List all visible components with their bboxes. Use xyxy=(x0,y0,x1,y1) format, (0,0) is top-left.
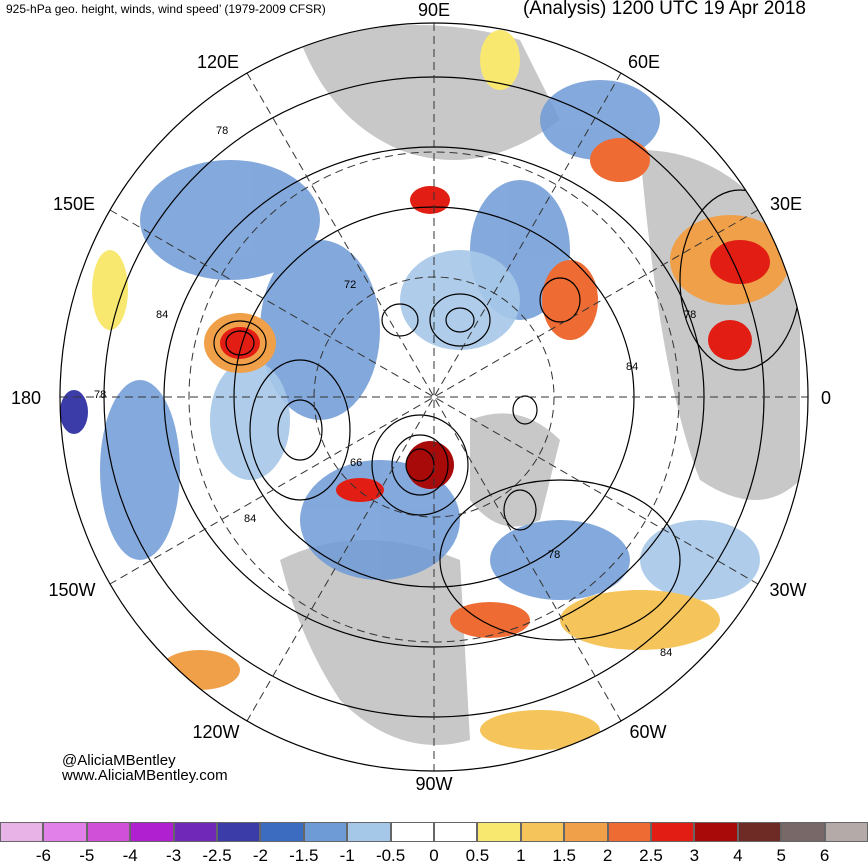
colorbar-tick-label: 5 xyxy=(776,846,786,865)
valid-time-title: (Analysis) 1200 UTC 19 Apr 2018 xyxy=(522,0,806,19)
colorbar-tick-label: 4 xyxy=(733,846,743,865)
product-title: 925-hPa geo. height, winds, wind speed’ … xyxy=(6,2,326,16)
graticule xyxy=(60,23,808,771)
lon-label-150w: 150W xyxy=(48,580,95,600)
polar-map: 72 78 84 66 84 78 84 78 84 78 90E 60E 30… xyxy=(11,0,831,794)
lon-label-90e: 90E xyxy=(418,0,450,20)
lon-label-150e: 150E xyxy=(53,194,95,214)
lon-label-30e: 30E xyxy=(770,194,802,214)
colorbar-swatch xyxy=(737,822,782,842)
colorbar-tick-label: -0.5 xyxy=(375,846,406,865)
contour-label: 78 xyxy=(548,549,560,561)
longitude-labels: 90E 60E 30E 0 30W 60W 90W 120W 150W 180 … xyxy=(11,0,831,794)
contour-label: 78 xyxy=(684,309,696,321)
colorbar-tick-label: 0.5 xyxy=(465,846,490,865)
colorbar-swatch xyxy=(694,822,738,842)
colorbar-swatch xyxy=(217,822,261,842)
colorbar-swatch xyxy=(303,822,348,842)
contour-label: 72 xyxy=(344,279,356,291)
colorbar-tick-label: 6 xyxy=(819,846,830,865)
colorbar-tick-label: -1.5 xyxy=(289,846,319,865)
colorbar-swatch xyxy=(130,822,174,842)
lon-label-180: 180 xyxy=(11,388,41,408)
deep-negative-shading xyxy=(60,390,88,434)
colorbar-tick-label: 1 xyxy=(516,846,526,865)
colorbar-swatch xyxy=(347,822,391,842)
colorbar-tick-label: -6 xyxy=(35,846,51,865)
colorbar-swatch xyxy=(43,822,87,842)
lon-label-120e: 120E xyxy=(197,52,239,72)
colorbar-swatch xyxy=(173,822,217,842)
colorbar-swatch xyxy=(520,822,565,842)
colorbar-swatch xyxy=(781,822,825,842)
colorbar-swatch xyxy=(434,822,478,842)
colorbar-tick-label: -2 xyxy=(252,846,268,865)
colorbar-tick-label: -1 xyxy=(339,846,355,865)
contour-label: 84 xyxy=(626,361,638,373)
contour-label: 84 xyxy=(156,309,168,321)
contour-label: 78 xyxy=(216,125,228,137)
lon-label-30w: 30W xyxy=(769,580,806,600)
lon-label-0: 0 xyxy=(821,388,831,408)
lon-label-120w: 120W xyxy=(192,722,239,742)
colorbar-swatch xyxy=(651,822,695,842)
credit-website: www.AliciaMBentley.com xyxy=(62,767,228,784)
colorbar-tick-label: -2.5 xyxy=(202,846,232,865)
colorbar-tick-label: -3 xyxy=(166,846,182,865)
lon-label-60e: 60E xyxy=(628,52,660,72)
colorbar-swatch xyxy=(0,822,44,842)
colorbar-tick-label: 2 xyxy=(602,846,613,865)
contour-value-labels: 72 78 84 66 84 78 84 78 84 78 xyxy=(94,125,696,659)
colorbar-swatch xyxy=(824,822,868,842)
colorbar-tick-label: -4 xyxy=(122,846,138,865)
lon-label-90w: 90W xyxy=(415,774,452,794)
credit-handle: @AliciaMBentley xyxy=(62,752,176,769)
contour-label: 84 xyxy=(660,647,672,659)
colorbar-swatch xyxy=(477,822,521,842)
colorbar-swatch xyxy=(260,822,304,842)
contour-label: 78 xyxy=(94,389,106,401)
contour-label: 66 xyxy=(350,457,362,469)
colorbar-tick-label: 1.5 xyxy=(552,846,577,865)
colorbar-tick-label: -5 xyxy=(79,846,95,865)
lon-label-60w: 60W xyxy=(629,722,666,742)
contour-label: 84 xyxy=(244,513,256,525)
colorbar-swatch xyxy=(607,822,651,842)
colorbar-swatch xyxy=(86,822,131,842)
colorbar-tick-label: 3 xyxy=(689,846,700,865)
colorbar-swatch xyxy=(564,822,608,842)
colorbar-swatch xyxy=(390,822,434,842)
colorbar-tick-label: 2.5 xyxy=(639,846,663,865)
colorbar-tick-label: 0 xyxy=(429,846,439,865)
colorbar xyxy=(0,822,868,844)
map-border xyxy=(59,22,809,772)
